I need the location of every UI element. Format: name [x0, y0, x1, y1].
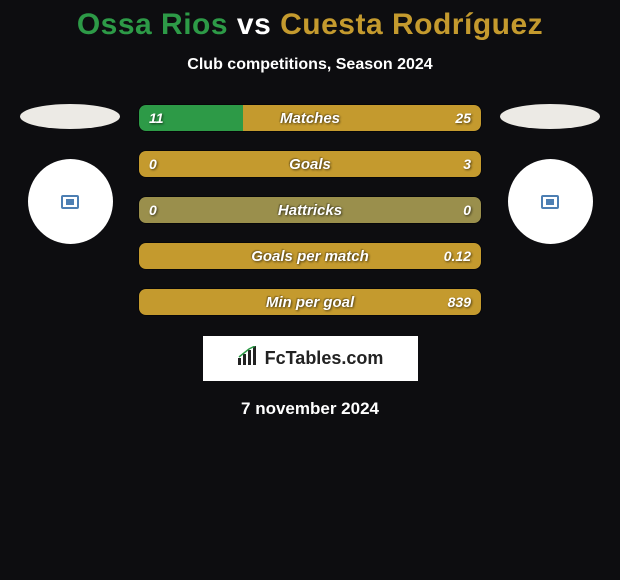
bar-label: Matches [139, 105, 481, 131]
bar-value-right: 3 [463, 151, 471, 177]
player1-column [20, 104, 120, 244]
comparison-row: Matches1125Goals03Hattricks00Goals per m… [0, 104, 620, 316]
date-text: 7 november 2024 [0, 399, 620, 419]
stat-bar-matches: Matches11 25 [138, 104, 482, 132]
page-title: Ossa Rios vs Cuesta Rodríguez [0, 0, 620, 42]
logo-text: FcTables.com [265, 348, 384, 369]
player1-avatar-oval [20, 104, 120, 129]
stat-bars: Matches1125Goals03Hattricks00Goals per m… [138, 104, 482, 316]
bar-value-right: 25 [455, 105, 471, 131]
stat-bar-hattricks: Hattricks0 0 [138, 196, 482, 224]
player2-column [500, 104, 600, 244]
bar-value-left: 0 [149, 151, 157, 177]
bar-value-right: 839 [448, 289, 471, 315]
bar-value-left: 0 [149, 197, 157, 223]
subtitle: Club competitions, Season 2024 [0, 56, 620, 74]
player1-club-circle [28, 159, 113, 244]
player2-club-badge [541, 195, 559, 209]
bar-value-right: 0.12 [444, 243, 471, 269]
site-logo[interactable]: FcTables.com [203, 336, 418, 381]
bar-value-right: 0 [463, 197, 471, 223]
player2-name: Cuesta Rodríguez [280, 8, 543, 41]
bar-label: Goals [139, 151, 481, 177]
stat-bar-min-per-goal: Min per goal839 [138, 288, 482, 316]
bar-label: Hattricks [139, 197, 481, 223]
stat-bar-goals-per-match: Goals per match0.12 [138, 242, 482, 270]
player1-club-badge [61, 195, 79, 209]
player1-name: Ossa Rios [77, 8, 228, 41]
stat-bar-goals: Goals0 3 [138, 150, 482, 178]
vs-text: vs [237, 8, 271, 41]
bar-label: Min per goal [139, 289, 481, 315]
player2-avatar-oval [500, 104, 600, 129]
chart-icon [237, 346, 259, 371]
player2-club-circle [508, 159, 593, 244]
bar-label: Goals per match [139, 243, 481, 269]
bar-value-left: 11 [149, 105, 164, 131]
